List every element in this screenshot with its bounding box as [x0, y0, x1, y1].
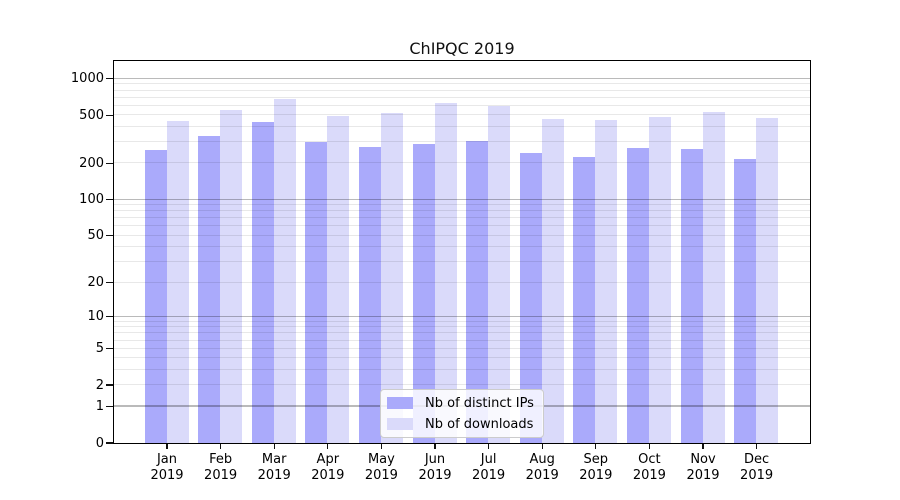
- x-tick-label-nov: Nov 2019: [671, 452, 735, 483]
- x-tick-year-mar: 2019: [257, 467, 291, 483]
- y-tick-10: [106, 315, 113, 318]
- x-tick-year-jan: 2019: [150, 467, 184, 483]
- bar-ips-sep: [573, 157, 596, 443]
- x-tick-jan: [166, 444, 168, 449]
- x-tick-may: [380, 444, 383, 449]
- gridline-minor-600: [113, 104, 810, 106]
- x-tick-year-aug: 2019: [525, 467, 559, 483]
- bar-downloads-may: [381, 112, 403, 443]
- x-tick-jul: [487, 444, 490, 449]
- x-tick-feb: [219, 444, 222, 449]
- bar-downloads-apr: [327, 115, 350, 443]
- y-tick-5: [106, 347, 113, 350]
- y-tick-label-10: 10: [87, 309, 104, 325]
- y-tick-2: [106, 384, 113, 386]
- bar-downloads-jul: [488, 105, 511, 443]
- bar-ips-oct: [627, 147, 649, 443]
- bar-ips-may: [359, 146, 381, 443]
- y-tick-label-20: 20: [87, 274, 104, 290]
- plot-area: [112, 59, 811, 444]
- gridline-minor-900: [113, 83, 810, 85]
- chart-title: ChIPQC 2019: [409, 39, 515, 58]
- bar-downloads-dec: [756, 117, 779, 443]
- x-tick-year-jul: 2019: [472, 467, 506, 483]
- x-tick-label-jul: Jul 2019: [457, 452, 521, 483]
- x-tick-label-oct: Oct 2019: [617, 452, 681, 483]
- y-tick-label-2: 2: [95, 377, 104, 393]
- x-tick-label-apr: Apr 2019: [296, 452, 360, 483]
- y-tick-label-5: 5: [95, 341, 104, 357]
- y-tick-20: [106, 281, 113, 284]
- y-tick-0: [106, 442, 113, 444]
- legend-swatch-distinct-ips: [387, 397, 413, 409]
- gridline-minor-800: [113, 89, 810, 91]
- x-tick-label-jan: Jan 2019: [135, 452, 199, 483]
- bar-ips-jan: [144, 149, 167, 443]
- legend: Nb of distinct IPs Nb of downloads: [380, 389, 544, 438]
- y-tick-50: [106, 234, 113, 237]
- x-tick-sep: [595, 444, 597, 449]
- legend-label-downloads: Nb of downloads: [425, 416, 534, 432]
- y-tick-label-0: 0: [95, 435, 104, 451]
- bar-downloads-mar: [273, 98, 296, 443]
- x-tick-mar: [273, 444, 275, 449]
- bar-ips-aug: [519, 152, 542, 443]
- bar-ips-dec: [734, 158, 757, 443]
- bar-downloads-oct: [649, 116, 671, 443]
- x-tick-dec: [755, 444, 758, 449]
- y-tick-label-500: 500: [79, 107, 104, 123]
- x-tick-label-sep: Sep 2019: [564, 452, 628, 483]
- x-tick-year-may: 2019: [364, 467, 398, 483]
- bar-downloads-jan: [166, 120, 189, 443]
- bar-ips-jul: [466, 140, 489, 443]
- y-tick-500: [106, 114, 113, 116]
- bar-ips-mar: [251, 121, 274, 443]
- y-tick-label-200: 200: [79, 155, 104, 171]
- y-tick-label-50: 50: [87, 228, 104, 244]
- x-tick-label-feb: Feb 2019: [189, 452, 253, 483]
- legend-item-distinct-ips: Nb of distinct IPs: [387, 396, 535, 411]
- bar-downloads-nov: [702, 112, 725, 443]
- x-tick-oct: [648, 444, 651, 449]
- bar-ips-jun: [412, 143, 435, 443]
- bar-downloads-feb: [220, 109, 243, 443]
- x-tick-year-oct: 2019: [632, 467, 666, 483]
- legend-label-distinct-ips: Nb of distinct IPs: [425, 395, 534, 411]
- x-tick-year-feb: 2019: [204, 467, 238, 483]
- gridline-minor-700: [113, 96, 810, 98]
- x-tick-aug: [541, 444, 543, 449]
- y-tick-100: [106, 198, 113, 201]
- y-tick-1000: [106, 78, 113, 80]
- x-tick-nov: [702, 444, 704, 449]
- bar-downloads-jun: [434, 102, 457, 443]
- x-tick-year-sep: 2019: [579, 467, 613, 483]
- x-tick-label-may: May 2019: [349, 452, 413, 483]
- y-tick-label-1: 1: [95, 398, 104, 414]
- x-tick-label-jun: Jun 2019: [403, 452, 467, 483]
- x-tick-year-dec: 2019: [740, 467, 774, 483]
- x-tick-year-nov: 2019: [686, 467, 720, 483]
- x-tick-year-apr: 2019: [311, 467, 345, 483]
- bar-ips-nov: [680, 149, 703, 443]
- x-tick-year-jun: 2019: [418, 467, 452, 483]
- legend-swatch-downloads: [387, 418, 413, 430]
- x-tick-jun: [434, 444, 436, 449]
- x-tick-label-mar: Mar 2019: [242, 452, 306, 483]
- y-tick-label-1000: 1000: [70, 71, 104, 87]
- bar-downloads-sep: [595, 119, 618, 443]
- y-tick-label-100: 100: [79, 192, 104, 208]
- x-tick-label-dec: Dec 2019: [725, 452, 789, 483]
- x-tick-label-aug: Aug 2019: [510, 452, 574, 483]
- y-tick-200: [106, 162, 113, 165]
- x-tick-apr: [327, 444, 329, 449]
- bar-downloads-aug: [541, 118, 564, 443]
- gridline-major-1000: [113, 77, 810, 79]
- bar-ips-apr: [305, 141, 328, 443]
- y-tick-1: [106, 405, 113, 408]
- bar-ips-feb: [198, 135, 221, 443]
- legend-item-downloads: Nb of downloads: [387, 417, 535, 432]
